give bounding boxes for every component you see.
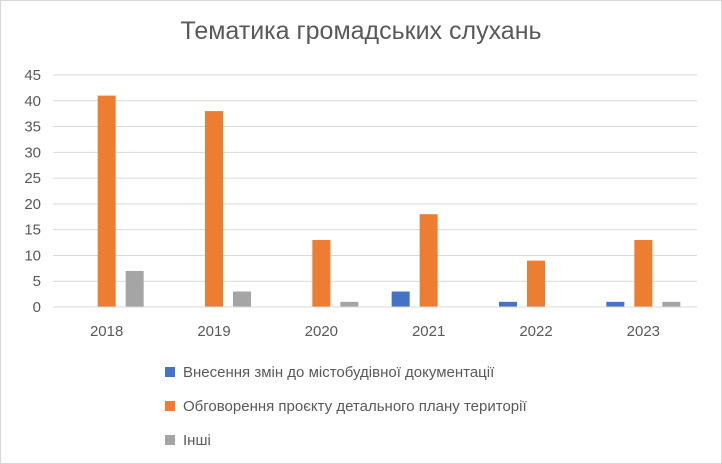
x-tick-label: 2023	[627, 323, 660, 340]
bar-2023-series-2	[634, 239, 653, 307]
bar-2022-series-2	[527, 260, 545, 307]
bar-2021-series-2	[419, 214, 438, 307]
y-tick-label: 5	[33, 273, 41, 290]
bar-2019-series-3	[233, 291, 251, 307]
plot-area: 0 5 10 15 20 25 30 35 40 45 2018 2019 2020 2021 2022 20…	[24, 67, 697, 340]
legend-swatch	[165, 367, 175, 377]
y-tick-label: 0	[33, 299, 41, 316]
bar-2020-series-2	[312, 239, 331, 307]
legend: Внесення змін до містобудівної документа…	[165, 355, 527, 457]
axes: 0 5 10 15 20 25 30 35 40 45 2018 2019 2020 2021 2022 20…	[24, 67, 697, 340]
x-tick-label: 2019	[197, 323, 230, 340]
x-tick-label: 2021	[412, 323, 445, 340]
bar-2023-series-1	[606, 301, 625, 307]
bar-2019-series-2	[205, 111, 223, 307]
y-tick-label: 40	[24, 93, 41, 110]
legend-swatch	[165, 401, 175, 411]
legend-swatch	[165, 435, 175, 445]
bar-2023-series-3	[662, 301, 681, 307]
y-tick-label: 35	[24, 119, 41, 136]
bar-2018-series-2	[97, 95, 116, 307]
y-tick-label: 20	[24, 196, 41, 213]
y-tick-label: 30	[24, 144, 41, 161]
bar-2021-series-1	[391, 291, 410, 307]
y-tick-label: 10	[24, 247, 41, 264]
legend-item: Інші	[165, 423, 527, 457]
legend-label: Інші	[183, 431, 211, 449]
bar-2018-series-3	[125, 270, 144, 307]
chart-title: Тематика громадських слухань	[180, 17, 542, 45]
legend-item: Обговорення проєкту детального плану тер…	[165, 389, 527, 423]
legend-item: Внесення змін до містобудівної документа…	[165, 355, 527, 389]
y-tick-label: 25	[24, 170, 41, 187]
bars	[97, 95, 681, 307]
bar-2020-series-3	[340, 301, 359, 307]
x-tick-label: 2020	[305, 323, 338, 340]
legend-label: Внесення змін до містобудівної документа…	[183, 363, 495, 381]
gridlines	[53, 74, 697, 282]
bar-2022-series-1	[499, 301, 517, 307]
y-tick-label: 15	[24, 222, 41, 239]
y-tick-label: 45	[24, 67, 41, 84]
legend-label: Обговорення проєкту детального плану тер…	[183, 397, 527, 415]
x-tick-label: 2018	[90, 323, 123, 340]
x-tick-label: 2022	[519, 323, 552, 340]
